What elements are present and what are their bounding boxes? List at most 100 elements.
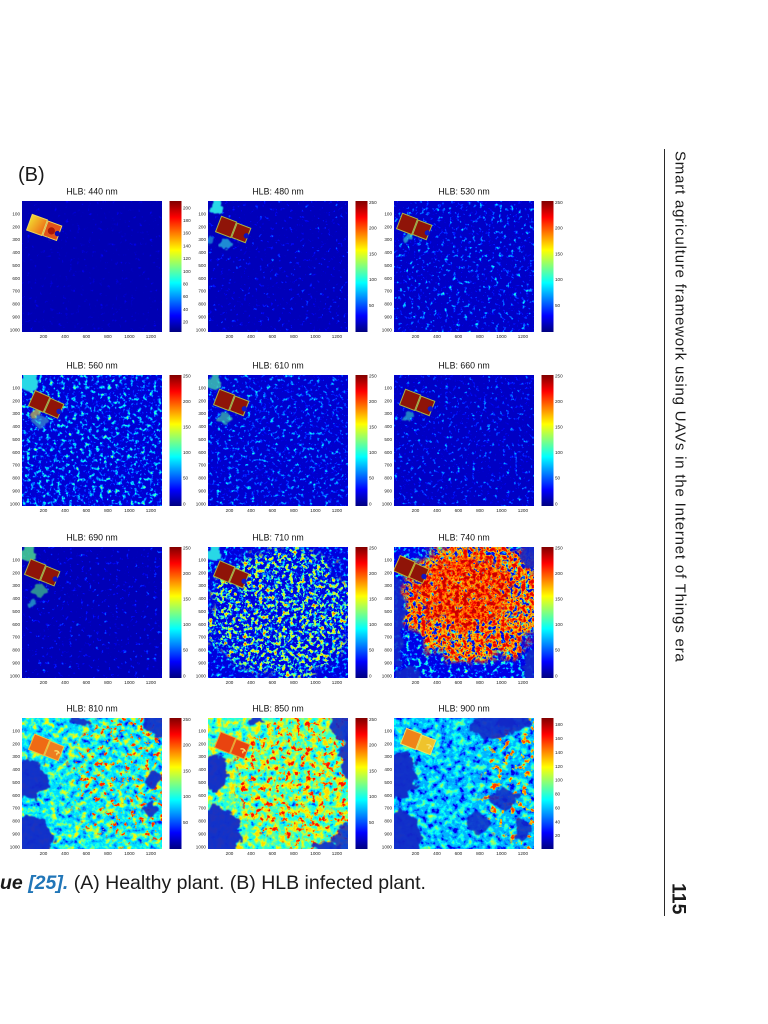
svg-text:200: 200 <box>225 680 233 685</box>
svg-text:1000: 1000 <box>382 501 393 506</box>
svg-text:150: 150 <box>555 596 563 601</box>
svg-text:20: 20 <box>183 319 189 324</box>
svg-text:800: 800 <box>384 301 392 306</box>
svg-text:300: 300 <box>198 754 206 759</box>
svg-text:400: 400 <box>384 767 392 772</box>
svg-text:200: 200 <box>225 334 233 339</box>
svg-text:400: 400 <box>61 851 69 856</box>
svg-text:400: 400 <box>384 596 392 601</box>
svg-text:500: 500 <box>13 608 21 613</box>
svg-text:500: 500 <box>13 262 21 267</box>
svg-text:600: 600 <box>455 851 463 856</box>
svg-text:100: 100 <box>555 622 563 627</box>
svg-text:200: 200 <box>384 224 392 229</box>
svg-text:600: 600 <box>268 334 276 339</box>
svg-text:100: 100 <box>183 450 191 455</box>
svg-text:250: 250 <box>555 545 563 550</box>
svg-text:800: 800 <box>476 508 484 513</box>
svg-text:250: 250 <box>369 545 377 550</box>
svg-text:400: 400 <box>61 680 69 685</box>
svg-text:300: 300 <box>13 237 21 242</box>
svg-text:600: 600 <box>268 680 276 685</box>
svg-text:600: 600 <box>13 450 21 455</box>
svg-text:500: 500 <box>384 437 392 442</box>
svg-text:600: 600 <box>198 275 206 280</box>
svg-text:50: 50 <box>183 819 189 824</box>
svg-text:400: 400 <box>247 334 255 339</box>
svg-text:0: 0 <box>555 501 558 506</box>
svg-text:200: 200 <box>40 851 48 856</box>
svg-text:500: 500 <box>198 437 206 442</box>
svg-text:180: 180 <box>183 218 191 223</box>
svg-text:HLB: 480 nm: HLB: 480 nm <box>252 186 303 196</box>
svg-text:400: 400 <box>198 424 206 429</box>
svg-text:900: 900 <box>384 831 392 836</box>
svg-text:50: 50 <box>183 647 189 652</box>
svg-text:600: 600 <box>13 792 21 797</box>
svg-text:200: 200 <box>384 570 392 575</box>
svg-text:HLB: 530 nm: HLB: 530 nm <box>438 186 489 196</box>
svg-text:800: 800 <box>104 334 112 339</box>
svg-text:40: 40 <box>555 819 561 824</box>
svg-text:200: 200 <box>40 334 48 339</box>
svg-text:500: 500 <box>384 779 392 784</box>
svg-text:1000: 1000 <box>195 327 206 332</box>
svg-text:150: 150 <box>183 425 191 430</box>
svg-text:1200: 1200 <box>518 680 529 685</box>
svg-text:100: 100 <box>198 728 206 733</box>
svg-text:1000: 1000 <box>195 844 206 849</box>
svg-text:300: 300 <box>13 583 21 588</box>
svg-text:1200: 1200 <box>146 851 157 856</box>
svg-text:300: 300 <box>13 754 21 759</box>
svg-text:50: 50 <box>183 476 189 481</box>
svg-text:100: 100 <box>384 211 392 216</box>
svg-text:900: 900 <box>384 488 392 493</box>
svg-text:200: 200 <box>13 398 21 403</box>
svg-text:400: 400 <box>433 508 441 513</box>
svg-text:800: 800 <box>198 647 206 652</box>
svg-text:200: 200 <box>384 398 392 403</box>
svg-text:300: 300 <box>198 237 206 242</box>
svg-text:HLB: 900 nm: HLB: 900 nm <box>438 703 489 713</box>
svg-text:800: 800 <box>13 647 21 652</box>
svg-text:800: 800 <box>13 818 21 823</box>
svg-text:800: 800 <box>13 301 21 306</box>
svg-text:400: 400 <box>198 767 206 772</box>
svg-text:200: 200 <box>183 571 191 576</box>
svg-text:600: 600 <box>83 680 91 685</box>
svg-text:600: 600 <box>198 621 206 626</box>
svg-text:200: 200 <box>555 571 563 576</box>
svg-text:700: 700 <box>13 288 21 293</box>
svg-text:300: 300 <box>384 583 392 588</box>
svg-text:800: 800 <box>384 647 392 652</box>
svg-text:800: 800 <box>198 476 206 481</box>
svg-text:HLB: 660 nm: HLB: 660 nm <box>438 361 489 371</box>
svg-text:120: 120 <box>555 763 563 768</box>
svg-text:250: 250 <box>369 717 377 722</box>
svg-text:HLB: 690 nm: HLB: 690 nm <box>67 532 118 542</box>
svg-text:200: 200 <box>225 851 233 856</box>
svg-text:100: 100 <box>198 557 206 562</box>
svg-text:1200: 1200 <box>146 334 157 339</box>
svg-text:600: 600 <box>198 450 206 455</box>
svg-text:700: 700 <box>384 805 392 810</box>
svg-text:400: 400 <box>384 424 392 429</box>
svg-text:200: 200 <box>183 399 191 404</box>
svg-text:200: 200 <box>183 205 191 210</box>
svg-text:500: 500 <box>13 437 21 442</box>
svg-text:1000: 1000 <box>10 673 21 678</box>
svg-text:200: 200 <box>369 571 377 576</box>
svg-text:600: 600 <box>455 334 463 339</box>
svg-text:1000: 1000 <box>382 844 393 849</box>
svg-text:600: 600 <box>13 621 21 626</box>
svg-text:HLB: 740 nm: HLB: 740 nm <box>438 532 489 542</box>
svg-text:1000: 1000 <box>125 508 136 513</box>
svg-text:400: 400 <box>13 424 21 429</box>
svg-text:150: 150 <box>183 596 191 601</box>
svg-text:200: 200 <box>412 334 420 339</box>
svg-text:200: 200 <box>369 742 377 747</box>
svg-text:1000: 1000 <box>125 680 136 685</box>
svg-text:120: 120 <box>183 256 191 261</box>
svg-text:0: 0 <box>555 673 558 678</box>
svg-text:400: 400 <box>433 680 441 685</box>
